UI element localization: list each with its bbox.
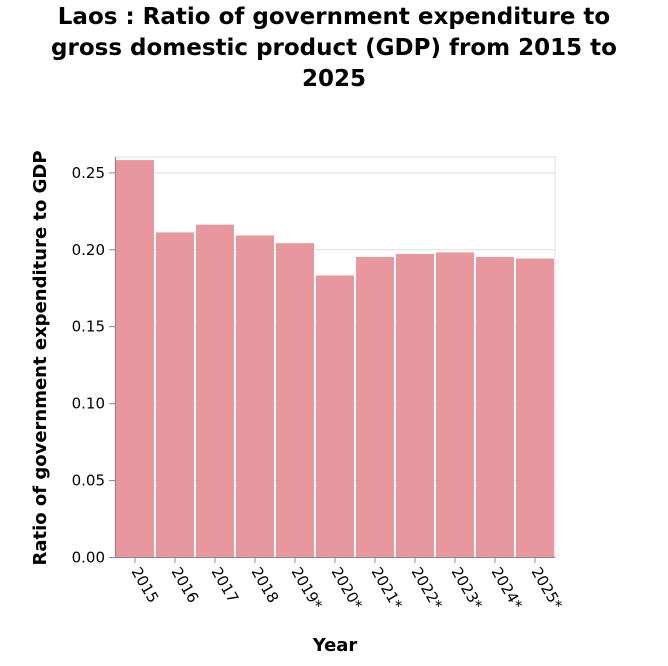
- bars: [116, 160, 554, 558]
- y-tick-label: 0.15: [72, 318, 105, 336]
- bar-2023-projected: [436, 252, 474, 557]
- y-tick-label: 0.05: [72, 472, 105, 490]
- x-tick-label: 2023*: [448, 564, 487, 613]
- x-tick-label: 2024*: [488, 564, 527, 613]
- bar-2020-projected: [316, 275, 354, 557]
- bar-2017: [196, 224, 234, 557]
- y-tick-label: 0.20: [72, 241, 105, 259]
- x-tick-label: 2018: [248, 564, 283, 606]
- x-tick-label: 2017: [208, 564, 243, 606]
- bar-2018: [236, 235, 274, 557]
- x-tick-label: 2019*: [288, 564, 327, 613]
- bar-2016: [156, 232, 194, 557]
- x-axis-title: Year: [312, 635, 358, 656]
- x-axis-ticks: 2015 2016 2017 2018 2019* 2020* 2021* 2022* 2023…: [128, 557, 567, 613]
- x-tick-label: 2025*: [528, 564, 567, 613]
- bar-2015: [116, 160, 154, 558]
- x-tick-label: 2022*: [408, 564, 447, 613]
- bar-2024-projected: [476, 257, 514, 557]
- chart-title-line-1: Laos : Ratio of government expenditure t…: [57, 4, 611, 30]
- bar-2021-projected: [356, 257, 394, 557]
- y-axis-ticks: 0.00 0.05 0.10 0.15 0.20 0.25: [72, 164, 115, 567]
- x-tick-label: 2015: [128, 564, 163, 606]
- y-tick-label: 0.25: [72, 164, 105, 182]
- bar-2019-projected: [276, 243, 314, 557]
- y-tick-label: 0.10: [72, 395, 105, 413]
- bar-2022-projected: [396, 253, 434, 557]
- x-tick-label: 2020*: [328, 564, 367, 613]
- x-tick-label: 2021*: [368, 564, 407, 613]
- chart-title: Laos : Ratio of government expenditure t…: [0, 2, 668, 95]
- chart-title-line-3: 2025: [301, 66, 366, 92]
- bar-2025-projected: [516, 258, 554, 557]
- x-tick-label: 2016: [168, 564, 203, 606]
- y-tick-label: 0.00: [72, 549, 105, 567]
- y-axis-title: Ratio of government expenditure to GDP: [30, 150, 51, 565]
- chart-title-line-2: gross domestic product (GDP) from 2015 t…: [51, 35, 617, 61]
